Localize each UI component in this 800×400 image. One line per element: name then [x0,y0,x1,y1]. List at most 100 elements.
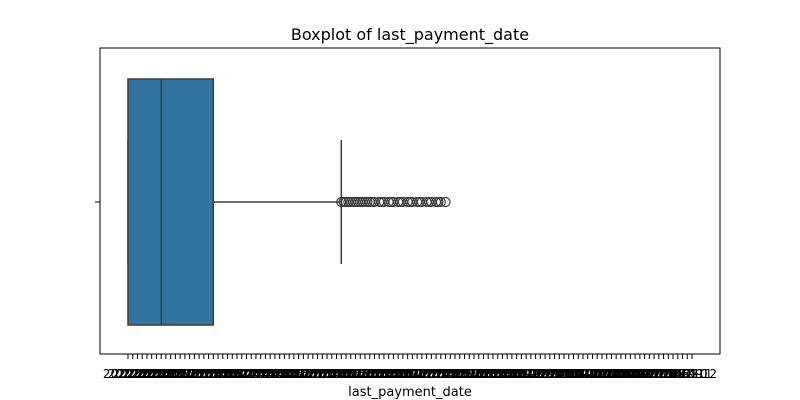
x-axis-label: last_payment_date [348,385,472,400]
x-tick-label: 2026-04 [345,367,395,381]
x-tick-label: 2025-11 [321,367,371,381]
x-tick-label: 2027-01 [387,367,437,381]
x-tick-label: 2022-02 [108,367,158,381]
x-tick-label: 2029-08 [534,367,584,381]
x-axis-ticks: 2022-012022-022022-032022-042022-052022-… [103,354,717,381]
x-tick-label: 2022-12 [155,367,205,381]
x-tick-label: 2023-11 [207,367,257,381]
x-tick-label: 2024-03 [226,367,276,381]
x-tick-label: 2026-09 [368,367,418,381]
x-tick-label: 2028-08 [477,367,527,381]
x-tick-label: 2025-02 [278,367,328,381]
x-tick-label: 2028-12 [496,367,546,381]
x-tick-label: 2028-06 [468,367,518,381]
x-tick-label: 2022-11 [150,367,200,381]
x-tick-label: 2023-05 [179,367,229,381]
x-tick-label: 2025-01 [274,367,324,381]
x-tick-label: 2026-12 [383,367,433,381]
x-tick-label: 2031-07 [643,367,693,381]
x-tick-label: 2025-08 [307,367,357,381]
x-tick-label: 2027-07 [416,367,466,381]
x-tick-label: 2022-09 [141,367,191,381]
x-tick-label: 2025-10 [316,367,366,381]
x-tick-label: 2024-07 [245,367,295,381]
outlier-point [440,196,451,208]
x-tick-label: 2031-11 [662,367,712,381]
x-tick-label: 2027-02 [392,367,442,381]
x-tick-label: 2028-11 [492,367,542,381]
x-tick-label: 2031-10 [657,367,707,381]
x-tick-label: 2027-11 [435,367,485,381]
x-tick-label: 2028-04 [458,367,508,381]
x-tick-label: 2023-12 [212,367,262,381]
x-tick-label: 2025-09 [311,367,361,381]
x-tick-label: 2027-09 [425,367,475,381]
x-tick-label: 2026-02 [335,367,385,381]
x-tick-label: 2026-03 [340,367,390,381]
x-tick-label: 2030-12 [610,367,660,381]
x-tick-label: 2022-04 [117,367,167,381]
x-tick-label: 2029-06 [525,367,575,381]
x-tick-label: 2025-06 [297,367,347,381]
x-tick-label: 2023-09 [198,367,248,381]
x-tick-label: 2031-08 [648,367,698,381]
x-tick-label: 2029-05 [520,367,570,381]
x-tick-label: 2027-10 [430,367,480,381]
x-tick-label: 2031-09 [653,367,703,381]
x-tick-label: 2023-02 [165,367,215,381]
x-tick-label: 2025-12 [326,367,376,381]
x-tick-label: 2028-10 [487,367,537,381]
x-tick-label: 2024-02 [221,367,271,381]
x-tick-label: 2029-11 [548,367,598,381]
x-tick-label: 2031-01 [615,367,665,381]
x-tick-label: 2030-02 [563,367,613,381]
x-tick-label: 2028-01 [444,367,494,381]
x-tick-label: 2029-10 [544,367,594,381]
outlier-layer [336,196,451,208]
x-tick-label: 2023-07 [188,367,238,381]
x-tick-label: 2027-12 [439,367,489,381]
x-tick-label: 2024-11 [264,367,314,381]
x-tick-label: 2029-09 [539,367,589,381]
x-tick-label: 2024-12 [269,367,319,381]
x-tick-label: 2030-01 [558,367,608,381]
x-tick-label: 2031-06 [638,367,688,381]
x-tick-label: 2023-04 [174,367,224,381]
x-tick-label: 2023-08 [193,367,243,381]
x-tick-label: 2026-10 [373,367,423,381]
x-tick-label: 2026-06 [354,367,404,381]
x-tick-label: 2026-07 [359,367,409,381]
x-tick-label: 2024-06 [240,367,290,381]
x-tick-label: 2031-02 [620,367,670,381]
x-tick-label: 2023-06 [184,367,234,381]
x-tick-label: 2024-05 [236,367,286,381]
x-tick-label: 2030-07 [586,367,636,381]
x-tick-label: 2025-05 [293,367,343,381]
chart-title: Boxplot of last_payment_date [291,25,529,45]
x-tick-label: 2022-01 [103,367,153,381]
x-tick-label: 2022-07 [131,367,181,381]
x-tick-label: 2028-02 [449,367,499,381]
x-tick-label: 2028-09 [482,367,532,381]
x-tick-label: 2028-03 [454,367,504,381]
x-tick-label: 2030-09 [596,367,646,381]
x-tick-label: 2024-10 [259,367,309,381]
x-tick-label: 2022-10 [146,367,196,381]
iqr-box [127,78,215,326]
x-tick-label: 2031-03 [624,367,674,381]
x-tick-label: 2023-01 [160,367,210,381]
x-tick-label: 2024-04 [231,367,281,381]
x-tick-label: 2030-08 [591,367,641,381]
x-tick-label: 2029-12 [553,367,603,381]
x-tick-label: 2031-04 [629,367,679,381]
x-tick-label: 2030-04 [572,367,622,381]
x-tick-label: 2029-03 [511,367,561,381]
x-tick-label: 2022-08 [136,367,186,381]
x-tick-label: 2025-04 [288,367,338,381]
x-tick-label: 2026-11 [378,367,428,381]
x-tick-label: 2029-01 [501,367,551,381]
x-tick-label: 2023-10 [202,367,252,381]
plot-area-frame [99,47,721,355]
x-tick-label: 2022-06 [127,367,177,381]
